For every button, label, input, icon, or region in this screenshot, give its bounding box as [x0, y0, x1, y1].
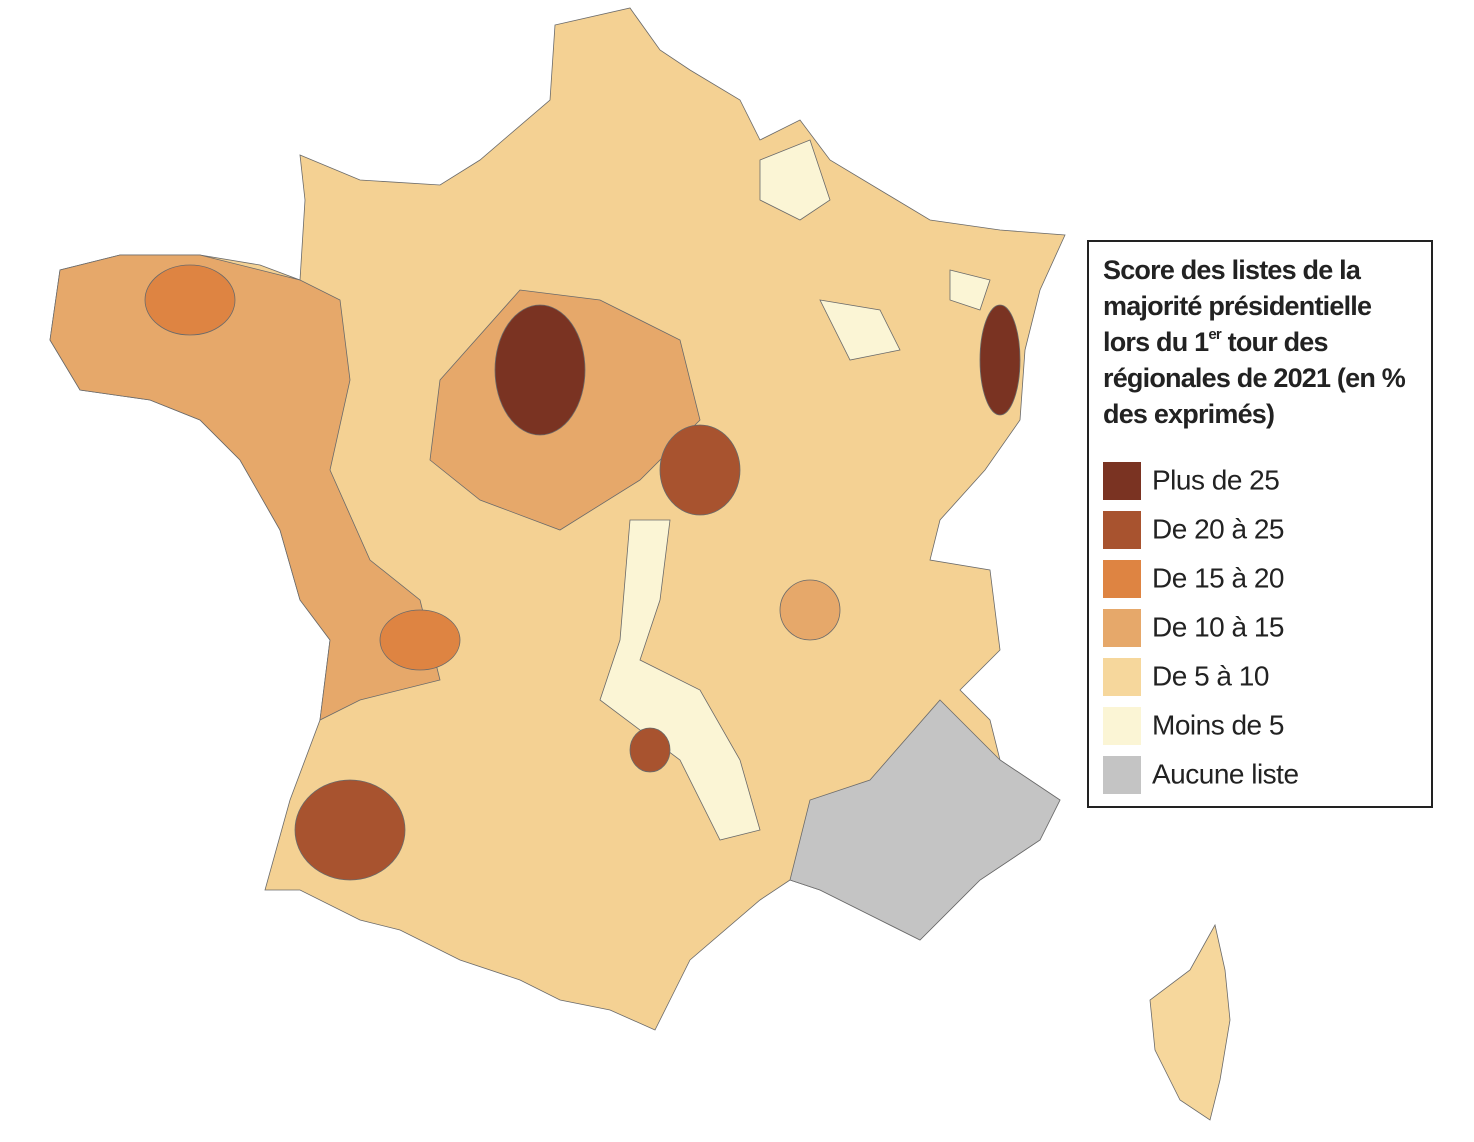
legend-swatch [1103, 462, 1141, 500]
region-dark [979, 304, 1021, 416]
region-gray [789, 699, 1061, 941]
legend-label: Moins de 5 [1152, 709, 1284, 740]
map [49, 7, 1231, 1121]
legend-swatch [1103, 707, 1141, 745]
legend-title-text: tour des régionales de 2021 (en % des ex… [1103, 327, 1406, 429]
region-dark [659, 424, 741, 516]
legend-swatch [1103, 658, 1141, 696]
legend-label: De 20 à 25 [1152, 513, 1284, 544]
legend-title-superscript: er [1208, 326, 1221, 343]
legend-label: Plus de 25 [1152, 464, 1279, 495]
region-pale-east [759, 139, 991, 361]
region-dark [494, 304, 586, 436]
legend-swatch [1103, 511, 1141, 549]
legend-title: Score des listes de la majorité présiden… [1103, 252, 1423, 432]
region-mid [379, 609, 461, 671]
region-dark [144, 264, 236, 336]
corsica [1149, 923, 1231, 1121]
region-dark [629, 727, 671, 773]
legend-swatch [1103, 560, 1141, 598]
legend-label: De 5 à 10 [1152, 660, 1269, 691]
legend-label: Aucune liste [1152, 758, 1299, 789]
region-mid [779, 579, 841, 641]
legend-box [1087, 240, 1433, 808]
legend-swatch [1103, 609, 1141, 647]
region-west [49, 254, 441, 721]
legend-label: De 15 à 20 [1152, 562, 1284, 593]
legend: Plus de 25 De 20 à 25 De 15 à 20 De 10 à 15… [1103, 462, 1299, 794]
region-dark [294, 779, 406, 881]
legend-label: De 10 à 15 [1152, 611, 1284, 642]
region-pale [599, 519, 761, 841]
legend-swatch [1103, 756, 1141, 794]
legend-title-text: Score des listes de la majorité présiden… [1103, 255, 1372, 357]
